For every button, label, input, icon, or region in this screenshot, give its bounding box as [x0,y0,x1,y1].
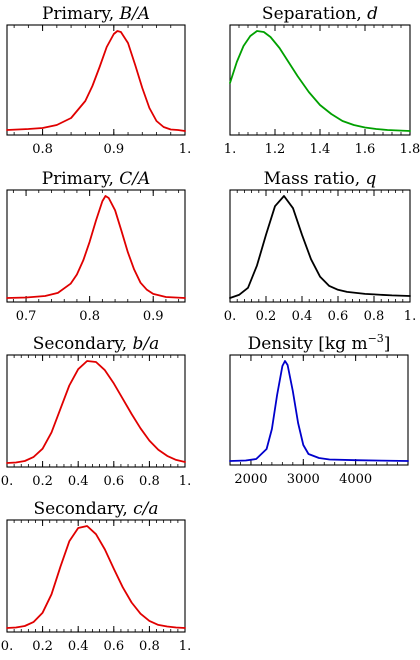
x-tick-label: 3000 [287,472,320,487]
x-tick-label: 1.6 [355,142,376,157]
x-tick-label: 0.8 [79,309,100,324]
x-tick-label: 1. [179,639,191,654]
pdf-curve [6,195,186,299]
x-tick-label: 1. [179,474,191,489]
pdf-curve [6,30,186,132]
x-tick-label: 0.8 [139,639,160,654]
x-tick-label: 1. [404,309,416,324]
pdf-curve [229,195,411,299]
axes-frame [6,189,186,303]
panel-3: Primary, C/A 0.7 0.8 0.9 [6,169,186,324]
x-tick-label: 0.4 [68,474,89,489]
pdf-curve [6,525,186,629]
x-tick-label: 4000 [339,472,372,487]
panel-title: Density [kg m−3] [248,332,391,354]
x-tick-label: 0.2 [32,639,53,654]
axes-frame [6,24,186,136]
x-tick-label: 0.8 [364,309,385,324]
axes-frame [6,519,186,633]
x-tick-label: 0.6 [103,639,124,654]
x-tick-label: 0. [1,639,13,654]
x-tick-label: 0.8 [32,142,53,157]
panel-title: Secondary, b/a [33,334,159,354]
x-tick-label: 0.9 [143,309,164,324]
pdf-curve [229,360,409,462]
panel-7: Secondary, c/a 0. 0.2 0.4 0.6 0.8 1. [1,499,191,654]
panel-title: Separation, d [262,4,378,24]
panel-4: Mass ratio, q 0. 0.2 0.4 0.6 0.8 1. [224,169,416,324]
x-tick-label: 1. [179,142,191,157]
x-tick-label: 0.7 [16,309,37,324]
axes-frame [229,189,411,303]
x-tick-label: 1. [224,142,236,157]
x-tick-label: 0. [224,309,236,324]
axes-frame [6,354,186,468]
axes-frame [229,354,409,466]
panel-1: Primary, B/A 0.8 0.9 1. [6,4,191,157]
panel-title: Mass ratio, q [264,169,377,189]
panel-6: Density [kg m−3] 2000 3000 4000 [229,332,409,487]
x-tick-label: 0.6 [103,474,124,489]
x-tick-label: 0.4 [292,309,313,324]
x-tick-label: 0.2 [32,474,53,489]
panel-title: Secondary, c/a [33,499,158,519]
panel-title: Primary, B/A [42,4,150,24]
pdf-curve [6,360,186,464]
x-tick-label: 0.4 [68,639,89,654]
x-tick-label: 0.6 [328,309,349,324]
x-tick-label: 0.8 [139,474,160,489]
panel-title: Primary, C/A [42,169,151,189]
x-tick-label: 1.4 [310,142,331,157]
panel-2: Separation, d 1. 1.2 1.4 1.6 1.8 [224,4,420,157]
axes-frame [229,24,411,136]
x-tick-label: 0.2 [256,309,277,324]
pdf-curve [229,30,411,132]
panel-5: Secondary, b/a 0. 0.2 0.4 0.6 0.8 1. [1,334,191,489]
x-tick-label: 0. [1,474,13,489]
x-tick-label: 1.8 [400,142,420,157]
x-tick-label: 1.2 [265,142,286,157]
x-tick-label: 2000 [234,472,267,487]
x-tick-label: 0.9 [103,142,124,157]
